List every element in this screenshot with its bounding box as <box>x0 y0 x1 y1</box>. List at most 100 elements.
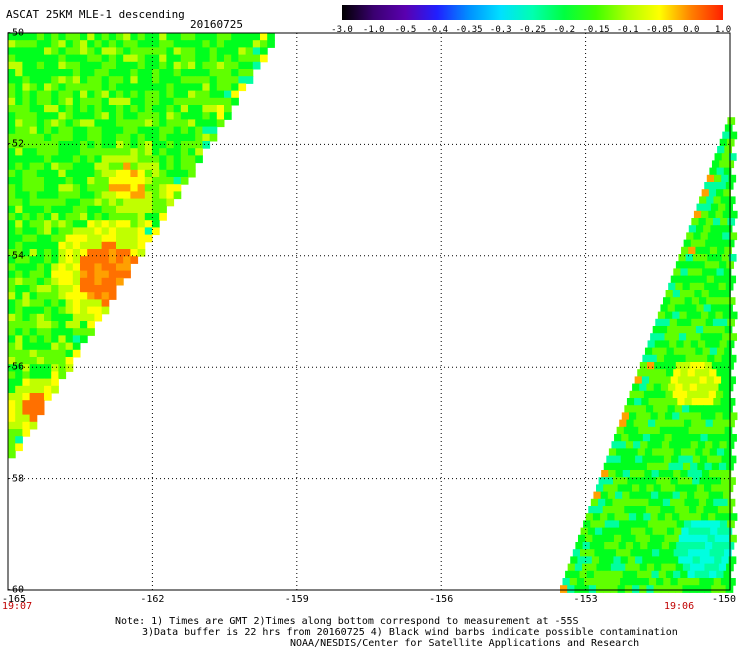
data-cell <box>699 275 708 284</box>
data-cell <box>44 47 52 56</box>
data-cell <box>643 390 652 399</box>
data-cell <box>636 491 645 500</box>
data-cell <box>668 282 676 291</box>
longitude-label: -156 <box>429 594 454 605</box>
data-cell <box>565 570 573 579</box>
data-cell <box>137 220 146 228</box>
data-cell <box>715 390 724 399</box>
data-cell <box>660 585 669 593</box>
data-cell <box>642 534 651 543</box>
data-cell <box>713 196 722 205</box>
data-cell <box>614 513 623 521</box>
data-cell <box>718 462 727 471</box>
data-cell <box>130 198 139 207</box>
data-cell <box>706 376 715 385</box>
data-cell <box>94 90 103 99</box>
data-cell <box>252 61 261 70</box>
data-cell <box>15 277 23 286</box>
data-cell <box>51 169 59 178</box>
data-cell <box>696 506 704 514</box>
data-cell <box>728 153 737 161</box>
data-cell <box>690 261 698 269</box>
latitude-label: -58 <box>6 473 25 485</box>
data-cell <box>29 97 38 106</box>
data-cell <box>36 328 45 336</box>
data-cell <box>44 270 52 279</box>
data-cell <box>15 292 23 300</box>
data-cell <box>144 213 153 221</box>
data-cell <box>587 549 595 557</box>
data-cell <box>595 506 604 514</box>
data-cell <box>58 313 67 322</box>
data-cell <box>649 354 658 363</box>
data-cell <box>101 249 110 257</box>
data-cell <box>708 390 717 399</box>
data-cell <box>707 354 715 363</box>
data-cell <box>22 205 31 214</box>
data-cell <box>721 556 730 565</box>
data-cell <box>87 198 95 207</box>
data-cell <box>631 506 640 514</box>
data-cell <box>661 462 670 471</box>
data-cell <box>651 390 659 399</box>
data-cell <box>87 162 95 171</box>
data-cell <box>725 304 733 313</box>
data-cell <box>108 277 117 286</box>
data-cell <box>65 162 74 171</box>
data-cell <box>719 419 728 428</box>
data-cell <box>58 321 67 329</box>
data-cell <box>202 54 211 63</box>
data-cell <box>130 61 139 70</box>
data-cell <box>8 126 16 135</box>
data-cell <box>22 234 31 243</box>
colorbar-label: -0.4 <box>426 25 449 35</box>
data-cell <box>715 491 724 500</box>
data-cell <box>718 282 727 291</box>
data-cell <box>710 203 719 212</box>
data-cell <box>716 549 725 557</box>
latitude-label: -56 <box>6 361 25 373</box>
data-cell <box>709 246 718 255</box>
data-cell <box>677 376 686 385</box>
data-cell <box>51 61 59 70</box>
data-cell <box>180 33 189 41</box>
data-cell <box>638 527 646 536</box>
data-cell <box>36 285 45 293</box>
data-cell <box>15 378 23 387</box>
data-cell <box>728 578 736 586</box>
data-cell <box>15 414 23 423</box>
data-cell <box>8 162 16 171</box>
data-cell <box>216 33 225 41</box>
data-cell <box>51 378 59 387</box>
data-cell <box>705 218 714 226</box>
data-cell <box>633 520 642 529</box>
data-cell <box>706 498 714 507</box>
data-cell <box>44 328 52 336</box>
data-cell <box>678 534 687 543</box>
data-cell <box>224 40 232 48</box>
data-cell <box>708 189 717 197</box>
data-cell <box>231 54 239 63</box>
data-cell <box>599 534 608 543</box>
data-cell <box>585 534 593 543</box>
data-cell <box>36 191 45 200</box>
data-cell <box>137 191 146 200</box>
data-cell <box>116 213 124 221</box>
data-cell <box>8 155 16 164</box>
data-cell <box>80 33 88 41</box>
data-cell <box>15 299 23 308</box>
data-cell <box>159 33 167 41</box>
data-cell <box>152 198 160 207</box>
data-cell <box>673 268 682 277</box>
data-cell <box>598 498 606 507</box>
data-cell <box>646 484 655 493</box>
data-cell <box>680 448 689 457</box>
data-cell <box>659 426 668 435</box>
data-cell <box>44 263 52 272</box>
data-cell <box>623 527 632 536</box>
data-cell <box>22 61 31 70</box>
data-cell <box>137 213 146 221</box>
data-cell <box>65 299 74 308</box>
data-cell <box>44 220 52 228</box>
data-cell <box>601 549 610 557</box>
